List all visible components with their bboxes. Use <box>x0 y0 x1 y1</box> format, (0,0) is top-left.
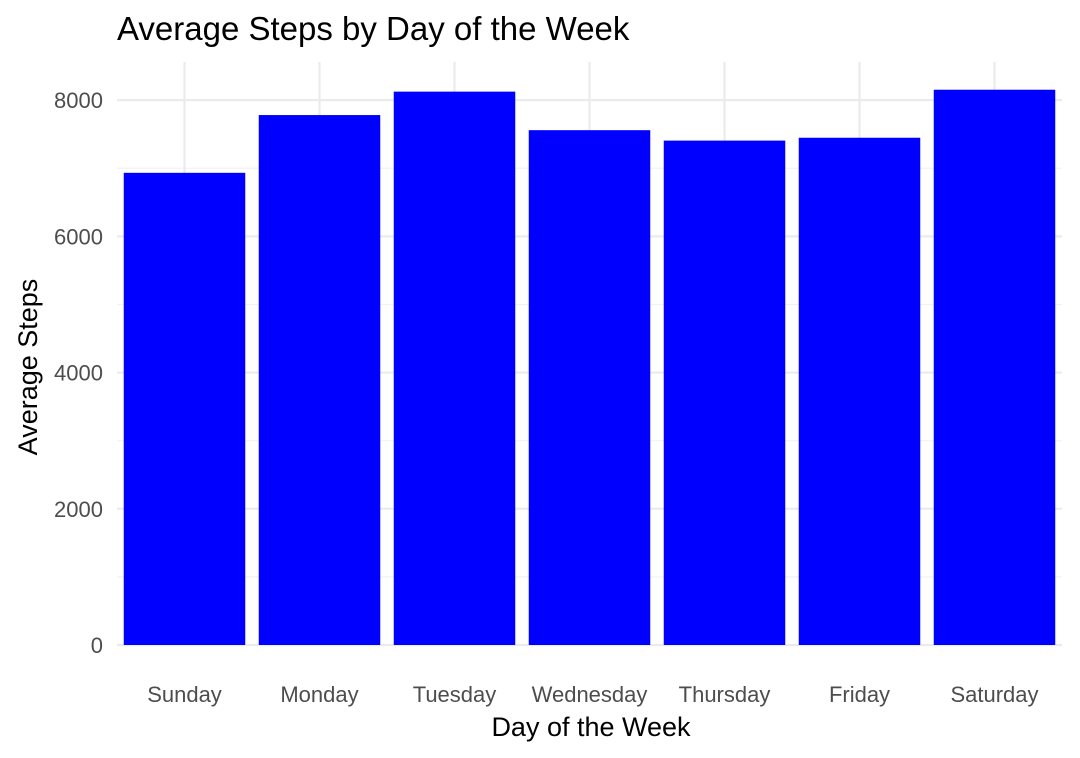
x-tick-label: Wednesday <box>532 682 648 707</box>
y-tick-label: 0 <box>91 633 103 658</box>
x-tick-label: Tuesday <box>413 682 497 707</box>
x-tick-label: Saturday <box>950 682 1038 707</box>
bar-thursday <box>663 140 786 646</box>
y-axis-ticks: 0 2000 4000 6000 8000 <box>54 88 103 658</box>
y-tick-label: 8000 <box>54 88 103 113</box>
y-tick-label: 6000 <box>54 224 103 249</box>
x-axis-title: Day of the Week <box>491 712 691 742</box>
x-axis-ticks: Sunday Monday Tuesday Wednesday Thursday Frid… <box>147 682 1038 707</box>
chart-bars <box>123 89 1056 646</box>
y-axis-title: Average Steps <box>13 279 43 456</box>
bar-friday <box>798 137 921 645</box>
y-tick-label: 4000 <box>54 361 103 386</box>
x-tick-label: Friday <box>829 682 890 707</box>
bar-monday <box>258 115 381 645</box>
chart-title: Average Steps by Day of the Week <box>117 10 630 47</box>
x-tick-label: Sunday <box>147 682 222 707</box>
x-tick-label: Thursday <box>679 682 771 707</box>
y-tick-label: 2000 <box>54 497 103 522</box>
bar-saturday <box>933 89 1056 646</box>
bar-tuesday <box>393 91 516 645</box>
x-tick-label: Monday <box>280 682 358 707</box>
bar-sunday <box>123 172 246 646</box>
bar-wednesday <box>528 130 651 645</box>
